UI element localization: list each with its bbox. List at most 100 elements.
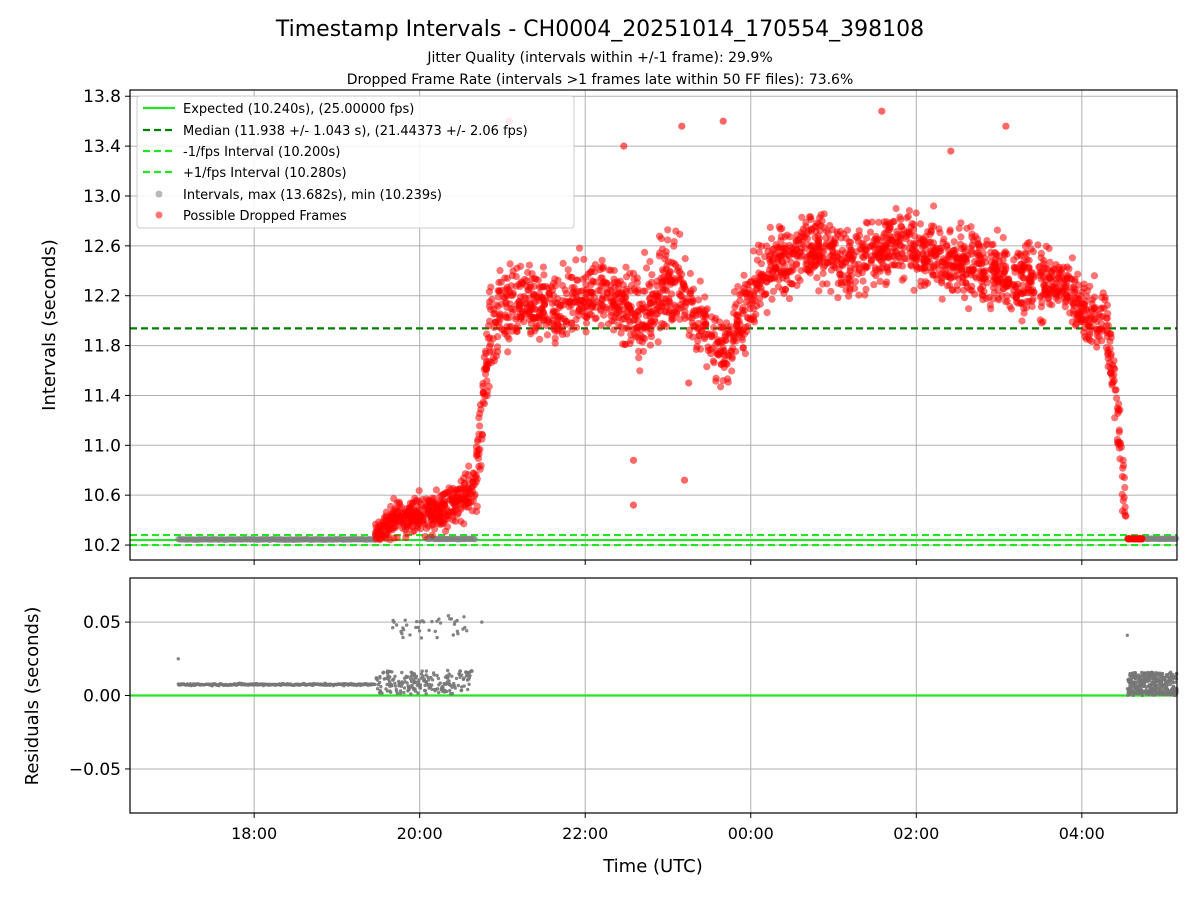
dropped-frame-point: [818, 247, 826, 255]
dropped-frame-point: [888, 261, 896, 269]
dropped-frame-point: [473, 507, 481, 516]
dropped-frame-point: [801, 233, 809, 241]
dropped-frame-point: [423, 503, 431, 511]
residual-point: [449, 617, 454, 621]
legend-dropped-label: Possible Dropped Frames: [183, 209, 347, 224]
dropped-frame-point: [768, 235, 776, 243]
legend: Expected (10.240s), (25.00000 fps) Media…: [136, 95, 575, 229]
dropped-frame-point: [1118, 472, 1126, 481]
residual-point: [412, 673, 417, 678]
dropped-frame-point: [598, 256, 606, 264]
dropped-frame-outlier: [947, 147, 955, 155]
dropped-frame-point: [512, 272, 520, 281]
dropped-frame-point: [641, 248, 649, 256]
residual-point: [457, 672, 461, 676]
residual-point: [465, 678, 470, 682]
dropped-frame-point: [566, 298, 574, 306]
dropped-frame-point: [465, 462, 473, 470]
residual-point: [1134, 680, 1138, 685]
dropped-frame-point: [567, 273, 575, 282]
dropped-frame-point: [1091, 315, 1099, 323]
dropped-frame-point: [485, 382, 493, 391]
dropped-frame-point: [1019, 281, 1027, 289]
dropped-frame-point: [656, 324, 664, 332]
dropped-frame-point: [665, 295, 673, 303]
dropped-frame-point: [413, 522, 421, 530]
dropped-frame-point: [960, 242, 969, 251]
dropped-frame-point: [750, 247, 758, 255]
dropped-frame-point: [1121, 503, 1129, 511]
dropped-frame-point: [495, 319, 503, 327]
dropped-frame-point: [449, 516, 457, 524]
dropped-frame-point: [539, 263, 548, 271]
dropped-frame-point: [626, 340, 634, 348]
dropped-frame-point: [572, 256, 580, 264]
residual-point: [467, 682, 471, 686]
dropped-frame-point: [1045, 300, 1054, 308]
residual-point: [400, 670, 404, 675]
residual-point: [454, 676, 459, 681]
residual-point: [1157, 691, 1161, 696]
dropped-frame-point: [1070, 310, 1078, 318]
dropped-frame-outlier: [1002, 122, 1010, 130]
dropped-frame-point: [763, 309, 771, 317]
residual-point: [393, 684, 398, 688]
dropped-frame-point: [696, 345, 705, 353]
dropped-frame-point: [1009, 281, 1017, 289]
x-tick-label: 18:00: [231, 824, 277, 843]
dropped-frame-point: [748, 299, 756, 307]
residual-point: [456, 683, 460, 688]
residuals-y-tick-label: 0.05: [83, 613, 121, 633]
residual-point: [424, 673, 428, 677]
dropped-frame-point: [661, 255, 669, 263]
dropped-frame-point: [896, 213, 904, 221]
dropped-frame-point: [786, 248, 795, 256]
residual-point: [446, 614, 451, 618]
dropped-frame-point: [701, 293, 709, 301]
residual-point: [1127, 680, 1131, 684]
dropped-frame-point: [740, 307, 748, 315]
intervals-y-tick-label: 10.2: [83, 536, 121, 556]
residual-point: [427, 678, 431, 682]
dropped-frame-point: [1110, 364, 1118, 372]
residual-point: [461, 627, 465, 631]
dropped-frame-point: [680, 311, 689, 319]
dropped-frame-point: [941, 266, 950, 274]
residual-point: [455, 629, 460, 633]
dropped-frame-point: [855, 291, 863, 299]
dropped-frame-point: [797, 267, 805, 275]
residual-point: [1145, 692, 1149, 696]
dropped-frame-point: [607, 266, 615, 274]
residual-point: [436, 676, 441, 681]
dropped-frame-point: [403, 530, 411, 538]
dropped-frame-point: [989, 295, 997, 303]
dropped-frame-point: [479, 398, 487, 406]
dropped-frame-point: [862, 264, 870, 272]
dropped-frame-point: [476, 445, 484, 453]
dropped-frame-point: [607, 312, 615, 320]
dropped-frame-point: [582, 273, 590, 282]
residual-point: [450, 674, 454, 678]
intervals-y-tick-label: 12.6: [83, 237, 121, 257]
residual-point: [1140, 690, 1144, 695]
dropped-frame-point: [879, 260, 887, 268]
residual-point: [394, 623, 399, 627]
residual-point: [1139, 687, 1144, 692]
dropped-frame-point: [551, 339, 559, 347]
intervals-y-tick-label: 11.8: [83, 337, 121, 357]
residual-point: [403, 618, 407, 622]
dropped-frame-point: [1077, 292, 1085, 300]
dropped-frame-point: [553, 299, 561, 307]
dropped-frame-point: [939, 258, 947, 266]
dropped-frame-point: [572, 289, 580, 297]
dropped-frame-point: [618, 296, 626, 304]
dropped-frame-point: [1088, 337, 1096, 346]
dropped-frame-point: [1042, 242, 1050, 250]
dropped-frame-point: [712, 377, 720, 385]
dropped-frame-point: [838, 271, 846, 279]
residual-point: [1147, 675, 1152, 679]
dropped-frame-point: [886, 223, 894, 231]
residual-point: [1173, 687, 1177, 691]
dropped-frame-point: [460, 474, 468, 482]
dropped-frame-point: [980, 288, 988, 296]
